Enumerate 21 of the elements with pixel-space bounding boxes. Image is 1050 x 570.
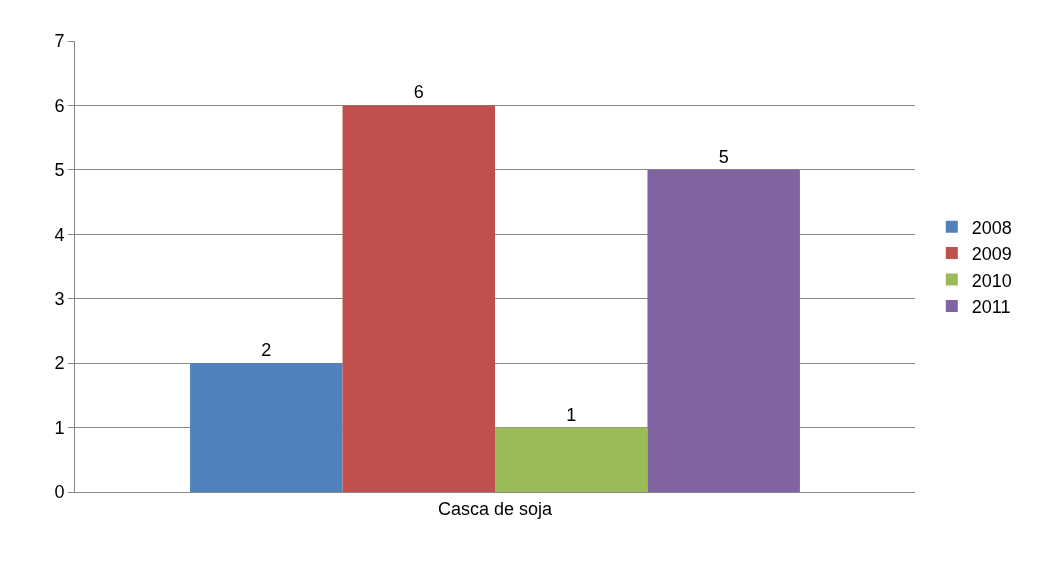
data-label: 5 <box>718 146 729 167</box>
x-tick-label: Casca de soja <box>437 498 554 519</box>
y-tick-label: 4 <box>54 224 65 245</box>
data-label: 1 <box>566 404 577 425</box>
data-label: 2 <box>261 340 272 361</box>
y-tick-label: 2 <box>54 353 65 374</box>
y-tick-label: 6 <box>54 95 65 116</box>
y-tick-label: 0 <box>54 482 65 503</box>
y-tick-label: 5 <box>54 160 65 181</box>
legend-label: 2009 <box>971 244 1012 265</box>
data-label: 6 <box>413 82 424 103</box>
bar <box>647 169 800 492</box>
legend-label: 2008 <box>971 217 1012 238</box>
y-tick-label: 3 <box>54 289 65 310</box>
y-tick-label: 1 <box>54 417 65 438</box>
legend-label: 2011 <box>971 296 1011 317</box>
bar <box>190 363 343 492</box>
bar <box>342 105 495 492</box>
y-tick-label: 7 <box>54 31 65 52</box>
bar <box>495 427 648 492</box>
legend-label: 2010 <box>971 270 1012 291</box>
